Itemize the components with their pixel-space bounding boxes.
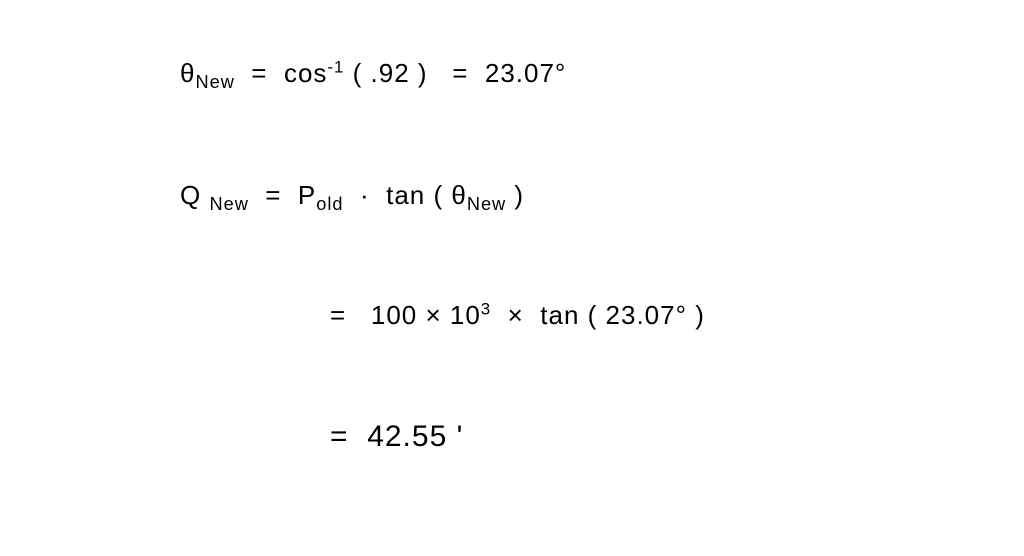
- handwritten-math-page: θNew = cos-1 ( .92 ) = 23.07° Q New = Po…: [0, 0, 1024, 556]
- equation-line-1: θNew = cos-1 ( .92 ) = 23.07°: [180, 58, 566, 89]
- equation-line-4: = 42.55 ': [330, 420, 463, 454]
- equation-line-3: = 100 × 103 × tan ( 23.07° ): [330, 300, 705, 331]
- equation-line-2: Q New = Pold · tan ( θNew ): [180, 180, 524, 211]
